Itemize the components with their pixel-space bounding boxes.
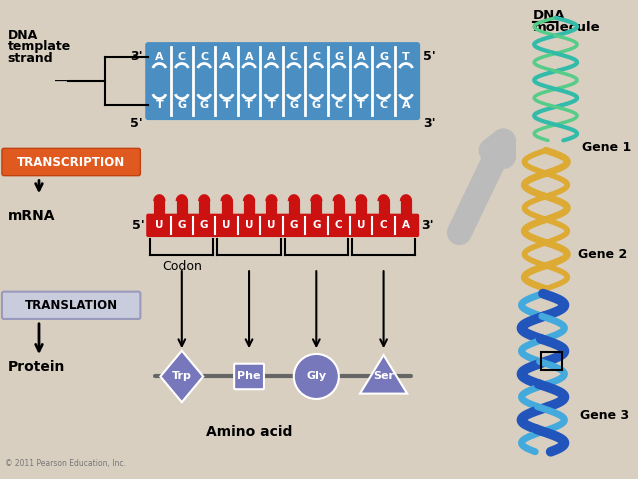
Text: Gly: Gly — [306, 371, 327, 381]
Text: DNA: DNA — [533, 9, 566, 23]
Polygon shape — [400, 194, 412, 201]
Text: G: G — [379, 52, 388, 62]
Text: U: U — [223, 220, 231, 230]
Text: template: template — [8, 41, 71, 54]
Text: mRNA: mRNA — [8, 209, 56, 223]
Polygon shape — [153, 194, 165, 201]
Text: T: T — [245, 101, 253, 111]
Text: 5': 5' — [130, 116, 142, 129]
Text: Amino acid: Amino acid — [206, 425, 292, 439]
Text: G: G — [177, 220, 186, 230]
Text: C: C — [312, 52, 320, 62]
FancyBboxPatch shape — [146, 214, 419, 237]
Polygon shape — [160, 351, 204, 402]
Text: C: C — [178, 52, 186, 62]
Text: C: C — [335, 101, 343, 111]
Polygon shape — [221, 194, 233, 201]
Text: T: T — [267, 101, 276, 111]
Text: A: A — [402, 220, 410, 230]
Text: 3': 3' — [421, 219, 434, 232]
Text: strand: strand — [8, 52, 54, 65]
Text: Trp: Trp — [172, 371, 192, 381]
FancyBboxPatch shape — [145, 42, 420, 120]
Text: T: T — [357, 101, 365, 111]
Text: Gene 1: Gene 1 — [582, 141, 631, 154]
FancyBboxPatch shape — [2, 148, 140, 176]
Text: A: A — [245, 52, 253, 62]
Polygon shape — [243, 194, 255, 201]
Polygon shape — [288, 194, 300, 201]
Text: A: A — [267, 52, 276, 62]
Text: C: C — [290, 52, 298, 62]
Text: —: — — [50, 74, 68, 88]
Circle shape — [294, 354, 339, 399]
FancyBboxPatch shape — [2, 292, 140, 319]
Text: A: A — [155, 52, 164, 62]
Polygon shape — [175, 194, 188, 201]
Text: G: G — [334, 52, 343, 62]
Text: 3': 3' — [423, 116, 436, 129]
Polygon shape — [310, 194, 322, 201]
Polygon shape — [265, 194, 278, 201]
Text: © 2011 Pearson Education, Inc.: © 2011 Pearson Education, Inc. — [5, 459, 126, 468]
Polygon shape — [378, 194, 390, 201]
Polygon shape — [355, 194, 367, 201]
Text: Gene 3: Gene 3 — [580, 409, 629, 422]
Text: U: U — [267, 220, 276, 230]
Text: C: C — [380, 101, 388, 111]
Text: TRANSCRIPTION: TRANSCRIPTION — [17, 156, 125, 169]
Text: G: G — [200, 220, 209, 230]
Text: G: G — [290, 220, 298, 230]
Text: G: G — [177, 101, 186, 111]
Text: T: T — [223, 101, 230, 111]
Bar — [541, 352, 563, 370]
Text: A: A — [357, 52, 366, 62]
Text: Codon: Codon — [162, 261, 202, 274]
Text: G: G — [312, 101, 321, 111]
Text: Gene 2: Gene 2 — [578, 248, 627, 261]
Text: U: U — [357, 220, 366, 230]
Text: 5': 5' — [423, 50, 436, 63]
Polygon shape — [332, 194, 345, 201]
Text: U: U — [155, 220, 163, 230]
Text: A: A — [402, 101, 410, 111]
Text: T: T — [156, 101, 163, 111]
Text: Ser: Ser — [373, 371, 394, 381]
Text: G: G — [312, 220, 320, 230]
Text: Phe: Phe — [237, 371, 261, 381]
Text: 5': 5' — [131, 219, 144, 232]
Text: Protein: Protein — [8, 360, 65, 374]
Text: T: T — [402, 52, 410, 62]
Polygon shape — [198, 194, 211, 201]
Polygon shape — [360, 355, 407, 394]
Text: G: G — [290, 101, 299, 111]
Text: C: C — [335, 220, 343, 230]
FancyBboxPatch shape — [234, 364, 264, 389]
Text: G: G — [200, 101, 209, 111]
Text: C: C — [200, 52, 208, 62]
Text: C: C — [380, 220, 387, 230]
Text: TRANSLATION: TRANSLATION — [25, 299, 118, 312]
Text: 3': 3' — [130, 50, 142, 63]
Text: DNA: DNA — [8, 29, 38, 42]
Text: U: U — [245, 220, 253, 230]
Text: molecule: molecule — [533, 21, 601, 34]
Text: A: A — [222, 52, 231, 62]
